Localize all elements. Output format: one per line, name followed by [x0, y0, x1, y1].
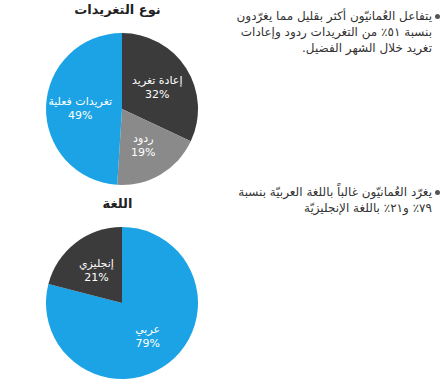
html-text:اللغة: اللغة: [102, 196, 133, 211]
html-text:يتفاعل العُمانيّون أكثر بقليل: يتفاعل العُمانيّون أكثر بقليل مما يغرّدو…: [236, 9, 432, 55]
svg-text:إعادة تغريد32%: إعادة تغريد32%: [132, 74, 182, 101]
svg-text:إنجليزي21%: إنجليزي21%: [79, 257, 114, 284]
html-text:نوع التغريدات: نوع التغريدات: [74, 2, 161, 17]
svg-text:تغريدات فعلية49%: تغريدات فعلية49%: [48, 95, 112, 122]
svg-text:عربي79%: عربي79%: [135, 323, 160, 350]
svg-text:ردود19%: ردود19%: [131, 132, 155, 159]
html-text:يغرّد العُمانيّون غالباً باللغ: يغرّد العُمانيّون غالباً باللغة العربيّة…: [238, 185, 432, 215]
